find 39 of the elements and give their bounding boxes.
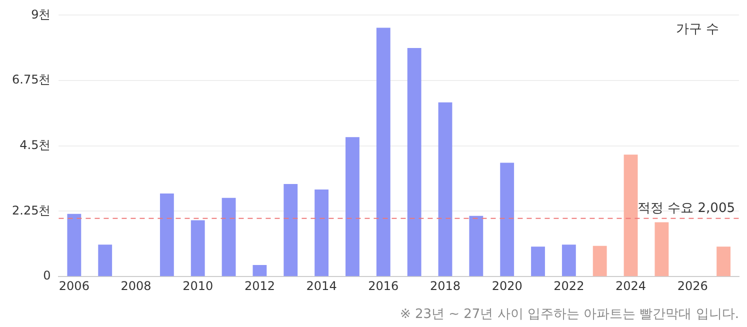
bar [438,102,452,276]
x-tick-label: 2016 [368,278,399,293]
bar [592,246,607,276]
x-tick-label: 2012 [244,278,275,293]
bar [500,162,514,276]
x-tick-label: 2018 [430,278,461,293]
x-tick-label: 2010 [182,278,214,293]
bar [160,194,174,276]
bar [624,154,638,276]
annotation: 가구 수 [676,22,719,38]
bar [376,28,390,276]
bar [190,220,205,276]
y-tick-label: 2.25천 [12,203,51,218]
bar [284,184,298,276]
x-tick-label: 2008 [120,278,152,293]
x-tick-label: 2022 [554,278,584,293]
bar [654,222,669,276]
bar [252,264,267,276]
bar [531,246,545,276]
x-tick-label: 2026 [677,278,708,293]
bar [67,214,82,276]
bar [562,244,576,276]
bar [346,137,360,276]
bar [222,198,236,276]
ref-line-label: 적정 수요 2,005 [638,201,735,216]
bar [716,246,730,276]
x-tick-label: 2024 [616,278,646,293]
bar [314,189,329,276]
bar [469,216,484,276]
y-tick-label: 0 [43,268,51,283]
x-tick-label: 2020 [492,278,522,293]
x-tick-label: 2006 [58,278,90,293]
bar [98,244,112,276]
text: ※ 23년 ~ 27년 사이 입주하는 아파트는 빨간막대 입니다. [400,306,739,322]
x-tick-label: 2014 [306,278,337,293]
bar [407,48,422,276]
y-tick-label: 6.75천 [12,72,51,87]
y-tick-label: 4.5천 [20,138,51,152]
y-tick-label: 9천 [31,7,51,22]
